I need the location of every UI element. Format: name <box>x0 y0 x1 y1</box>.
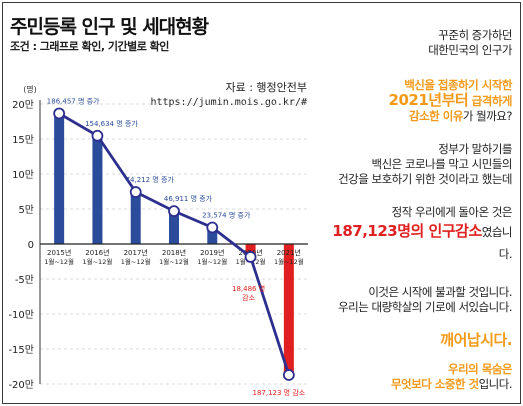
side-p4-line1: 정작 우리에게 돌아온 것은 <box>391 205 513 219</box>
side-p3-line2: 백신은 코로나를 막고 시민들의 <box>371 157 512 171</box>
bar <box>130 192 141 244</box>
y-tick-label: 15만 <box>12 134 34 146</box>
side-p5-line1: 이것은 시작에 불과할 것입니다. <box>368 285 512 299</box>
side-p2-line1: 백신을 접종하기 시작한 <box>404 78 512 92</box>
page-subtitle: 조건 : 그래프로 확인, 기간별로 확인 <box>10 40 169 53</box>
y-tick-label: 20만 <box>12 99 34 111</box>
data-point <box>53 107 66 120</box>
bar <box>169 211 179 244</box>
bar <box>92 135 103 244</box>
y-tick-label: -20만 <box>8 379 34 391</box>
data-point <box>91 129 104 142</box>
bar <box>245 244 256 257</box>
side-p2-rest: 급격하게 <box>468 94 513 108</box>
side-p7-orange: 무엇보다 소중한 것 <box>390 377 479 391</box>
x-tick-year: 2018년 <box>162 248 186 257</box>
x-tick-period: 1월~12월 <box>159 257 189 266</box>
bar <box>207 227 218 244</box>
data-point <box>129 186 142 198</box>
data-label: 74,212 명 증가 <box>126 175 175 184</box>
data-label: 46,911 명 증가 <box>164 194 213 203</box>
x-tick-period: 1월~12월 <box>274 257 304 266</box>
y-tick-label: -5만 <box>15 274 34 286</box>
population-change-chart: (명)20만15만10만5만0-5만-10만-15만-20만2015년1월~12… <box>8 84 308 397</box>
data-point <box>168 205 180 218</box>
data-label: 18,486 명 감소 <box>232 284 265 302</box>
source-label: 자료 : 행정안전부 <box>225 81 307 94</box>
side-p4-rest: 였습니다. <box>481 225 513 261</box>
side-p3-line1: 정부가 말하기를 <box>438 142 512 156</box>
y-tick-label: -10만 <box>8 309 34 321</box>
page-title: 주민등록 인구 및 세대현황 <box>10 16 209 38</box>
x-tick-year: 2015년 <box>47 248 71 257</box>
bar <box>54 113 65 244</box>
data-label: 154,634 명 증가 <box>85 119 138 128</box>
side-p3-line3: 건강을 보호하기 위한 것이라고 했는데 <box>338 172 512 186</box>
source-url: https://jumin.mois.go.kr/# <box>150 97 307 108</box>
y-tick-label: 5만 <box>18 204 34 216</box>
x-tick-period: 1월~12월 <box>83 257 113 266</box>
side-p7-line1: 우리의 목숨은 <box>448 362 512 376</box>
data-label: 23,574 명 증가 <box>202 210 251 219</box>
x-tick-period: 1월~12월 <box>197 257 227 266</box>
x-tick-period: 1월~12월 <box>44 257 74 266</box>
x-tick-period: 1월~12월 <box>121 257 151 266</box>
x-tick-year: 2019년 <box>200 248 224 257</box>
side-p4-red: 187,123명의 인구감소 <box>332 222 482 240</box>
x-tick-year: 2021년 <box>277 248 301 257</box>
data-label: 187,123 명 감소 <box>252 388 305 397</box>
data-point <box>206 221 219 234</box>
x-tick-year: 2016년 <box>85 248 109 257</box>
y-unit-label: (명) <box>23 84 37 94</box>
data-point <box>244 251 257 263</box>
side-p7-rest: 입니다. <box>478 377 513 391</box>
side-p6: 깨어납시다. <box>440 331 512 349</box>
x-tick-year: 2017년 <box>124 248 148 257</box>
data-point <box>282 369 295 381</box>
source-note: 자료 : 행정안전부 https://jumin.mois.go.kr/# <box>150 80 307 110</box>
side-p2-decrease: 감소한 이유 <box>409 109 463 123</box>
side-p2-year: 2021년부터 <box>388 91 469 109</box>
side-p1-line2: 대한민국의 인구가 <box>428 43 512 57</box>
data-label: 186,457 명 증가 <box>47 96 100 105</box>
side-p2-question: 가 뭘까요? <box>462 109 513 123</box>
y-tick-label: 10만 <box>12 169 34 181</box>
y-tick-label: 0 <box>28 240 34 251</box>
side-p1-line1: 꾸준히 증가하던 <box>438 28 512 42</box>
side-p5-line2: 우리는 대량학살의 기로에 서있습니다. <box>338 300 512 314</box>
side-text-panel: 꾸준히 증가하던 대한민국의 인구가 백신을 접종하기 시작한 2021년부터 … <box>322 28 512 392</box>
y-tick-label: -15만 <box>8 344 34 356</box>
bar <box>283 244 294 375</box>
